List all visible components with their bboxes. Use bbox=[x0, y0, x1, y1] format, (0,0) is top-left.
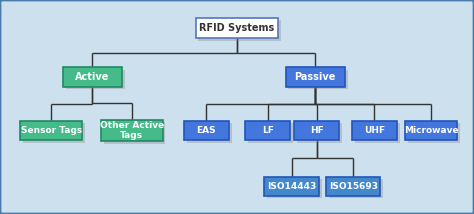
Text: LF: LF bbox=[262, 126, 274, 135]
Text: ISO15693: ISO15693 bbox=[328, 182, 378, 191]
FancyBboxPatch shape bbox=[355, 123, 400, 143]
FancyBboxPatch shape bbox=[408, 123, 460, 143]
Text: ISO14443: ISO14443 bbox=[267, 182, 316, 191]
Text: Passive: Passive bbox=[294, 72, 336, 82]
FancyBboxPatch shape bbox=[23, 123, 85, 143]
Text: Active: Active bbox=[75, 72, 109, 82]
Text: Microwave: Microwave bbox=[404, 126, 459, 135]
Text: Other Active
Tags: Other Active Tags bbox=[100, 121, 164, 140]
FancyBboxPatch shape bbox=[65, 70, 125, 89]
FancyBboxPatch shape bbox=[195, 18, 278, 38]
FancyBboxPatch shape bbox=[104, 122, 165, 144]
Text: Sensor Tags: Sensor Tags bbox=[20, 126, 82, 135]
FancyBboxPatch shape bbox=[405, 121, 457, 140]
FancyBboxPatch shape bbox=[267, 179, 321, 198]
FancyBboxPatch shape bbox=[285, 67, 345, 87]
FancyBboxPatch shape bbox=[352, 121, 397, 140]
FancyBboxPatch shape bbox=[297, 123, 342, 143]
FancyBboxPatch shape bbox=[326, 177, 380, 196]
Text: HF: HF bbox=[310, 126, 324, 135]
FancyBboxPatch shape bbox=[101, 120, 163, 141]
FancyBboxPatch shape bbox=[328, 179, 383, 198]
FancyBboxPatch shape bbox=[248, 123, 293, 143]
FancyBboxPatch shape bbox=[198, 20, 281, 41]
Text: UHF: UHF bbox=[364, 126, 385, 135]
FancyBboxPatch shape bbox=[294, 121, 339, 140]
FancyBboxPatch shape bbox=[20, 121, 82, 140]
FancyBboxPatch shape bbox=[186, 123, 232, 143]
FancyBboxPatch shape bbox=[288, 70, 348, 89]
FancyBboxPatch shape bbox=[63, 67, 122, 87]
Text: EAS: EAS bbox=[196, 126, 216, 135]
FancyBboxPatch shape bbox=[246, 121, 290, 140]
FancyBboxPatch shape bbox=[264, 177, 319, 196]
Text: RFID Systems: RFID Systems bbox=[200, 23, 274, 33]
FancyBboxPatch shape bbox=[184, 121, 228, 140]
